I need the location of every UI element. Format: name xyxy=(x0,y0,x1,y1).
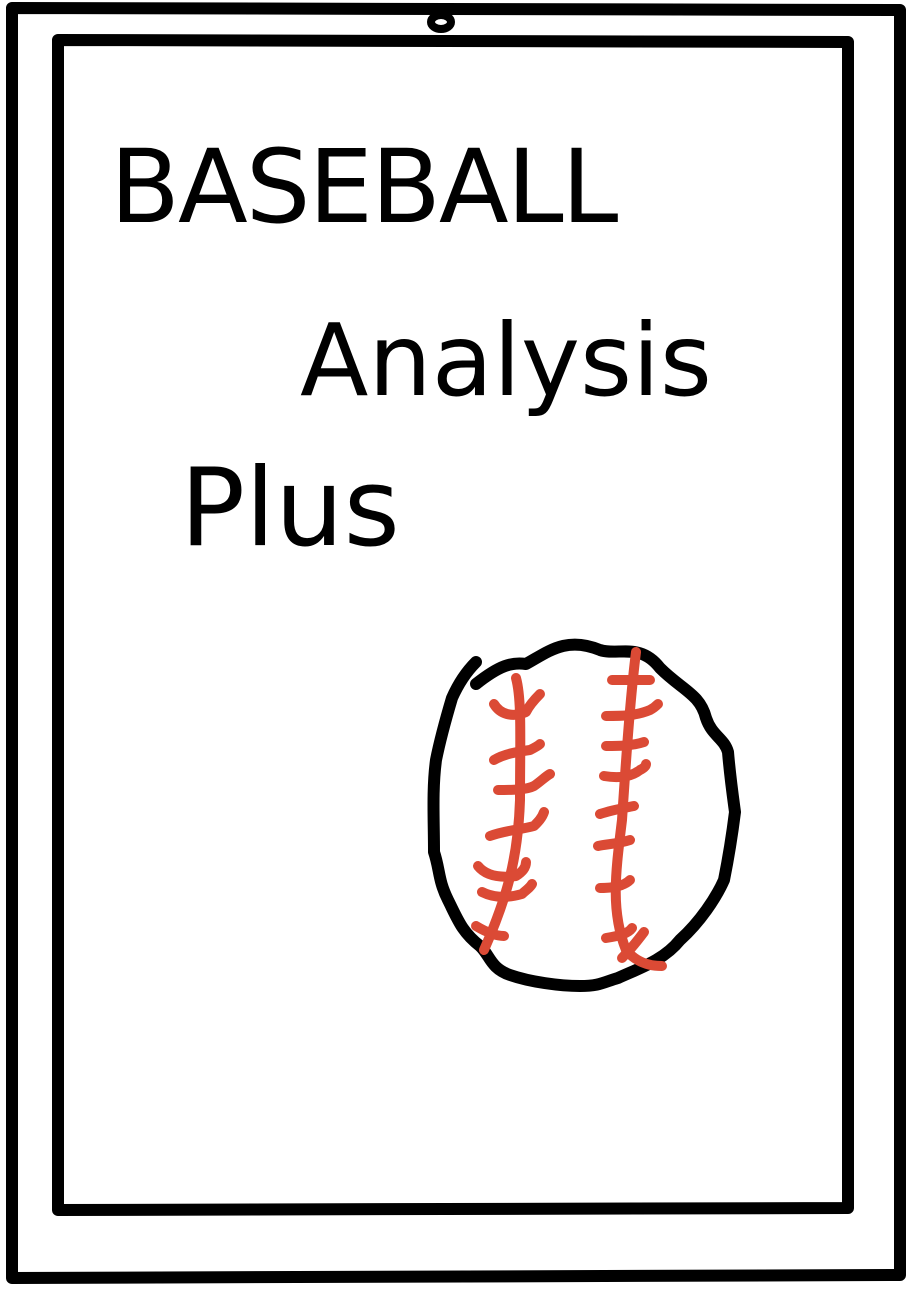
left-seam xyxy=(479,673,526,955)
title-line-plus: Plus xyxy=(180,446,400,571)
title-line-analysis: Analysis xyxy=(300,302,712,419)
outer-frame xyxy=(6,2,906,1284)
screen-frame xyxy=(52,34,854,1216)
baseball-icon xyxy=(427,638,741,992)
right-stitches xyxy=(593,675,663,963)
camera-dot-icon xyxy=(427,11,455,33)
left-stitches xyxy=(471,689,555,941)
title-line-baseball: BASEBALL xyxy=(110,128,619,247)
ball-outline xyxy=(427,638,741,992)
